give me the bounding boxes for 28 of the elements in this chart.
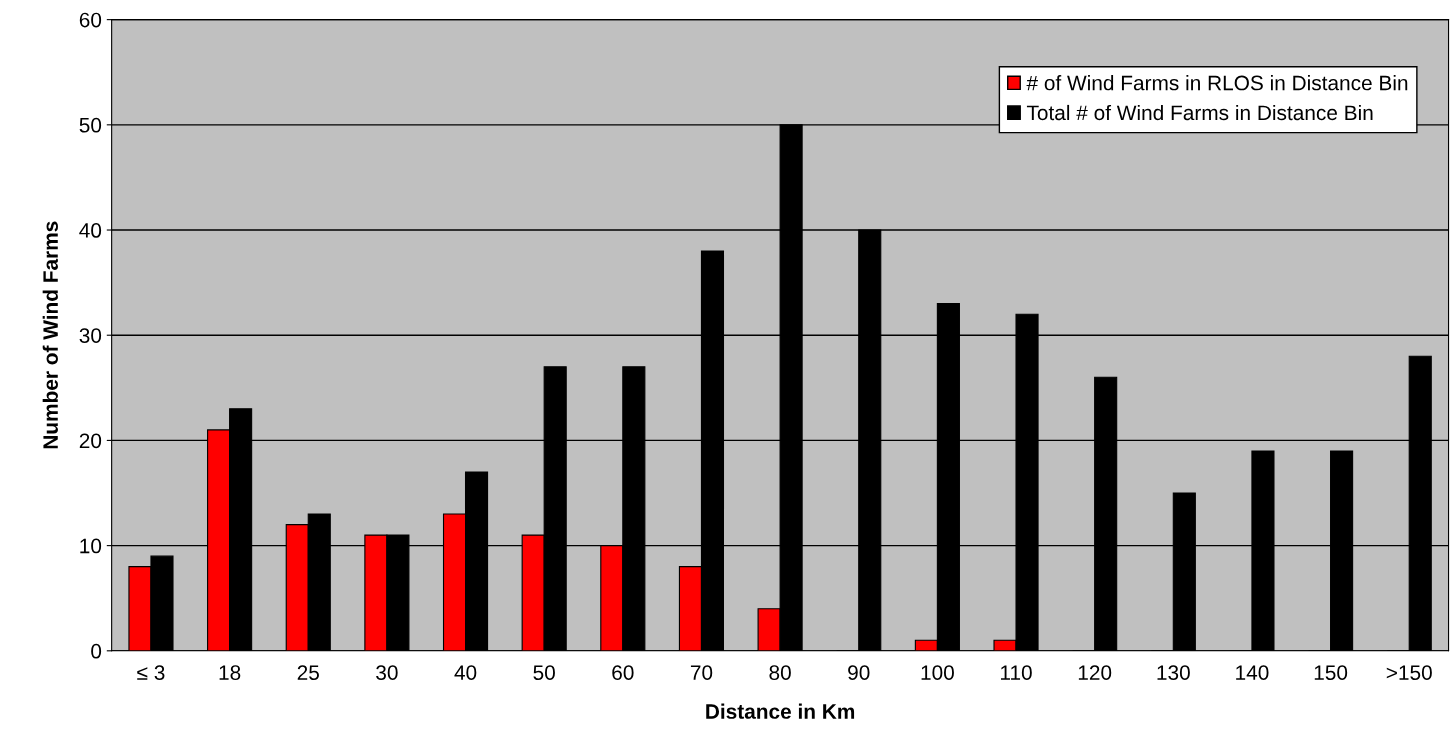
x-tick-label: 120 <box>1078 665 1112 680</box>
y-tick-label: 20 <box>79 433 102 449</box>
y-tick-label: 40 <box>79 223 102 238</box>
legend-label: # of Wind Farms in RLOS in Distance Bin <box>1026 75 1408 91</box>
x-tick-label: 25 <box>297 665 319 680</box>
x-tick-label: 150 <box>1314 665 1348 680</box>
x-tick-label: 110 <box>1001 665 1032 680</box>
y-tick-label: 0 <box>91 643 102 659</box>
x-tick-label: 100 <box>921 665 954 680</box>
x-tick-label: 70 <box>690 665 713 680</box>
x-axis-title: Distance in Km <box>706 703 855 719</box>
legend-label: Total # of Wind Farms in Distance Bin <box>1026 104 1373 121</box>
y-tick-label: 10 <box>80 538 102 554</box>
x-tick-label: 40 <box>454 665 477 680</box>
x-tick-label: 140 <box>1236 665 1269 680</box>
y-tick-label: 60 <box>79 12 102 28</box>
x-tick-label: >150 <box>1386 665 1432 680</box>
x-tick-label: 80 <box>769 665 791 680</box>
y-tick-label: 30 <box>79 328 102 343</box>
x-tick-label: 90 <box>848 665 870 680</box>
y-axis-title: Number of Wind Farms <box>42 221 58 449</box>
x-tick-label: ≤ 3 <box>137 665 165 680</box>
x-tick-label: 50 <box>533 665 555 680</box>
x-tick-label: 130 <box>1157 665 1190 680</box>
x-tick-label: 30 <box>376 665 398 680</box>
x-tick-label: 18 <box>219 665 241 680</box>
y-tick-label: 50 <box>79 117 102 133</box>
x-tick-label: 60 <box>612 665 634 680</box>
